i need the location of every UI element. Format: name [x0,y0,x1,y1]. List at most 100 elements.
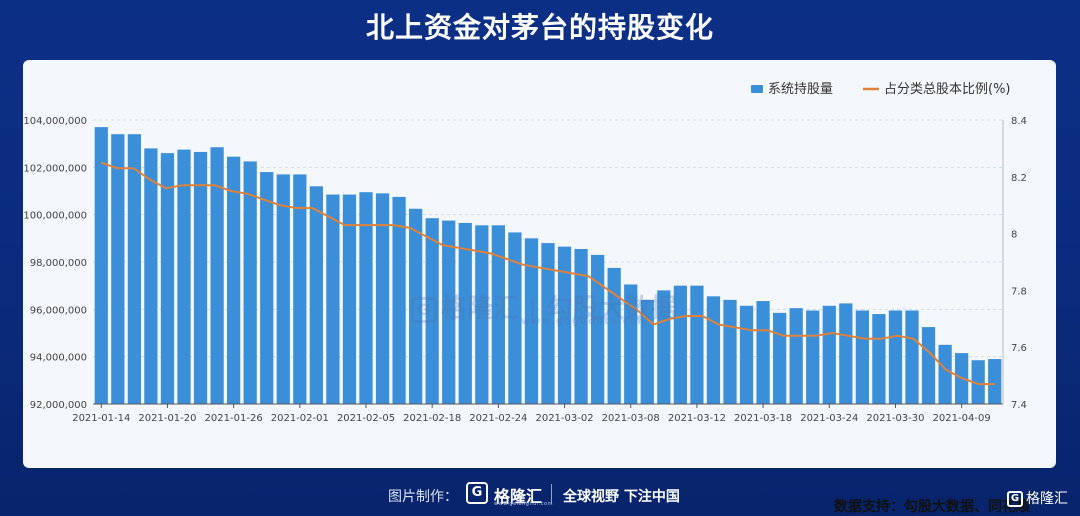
y-left-tick-label: 98,000,000 [30,258,87,269]
x-tick-label: 2021-03-30 [866,413,924,424]
bar [739,305,754,404]
bar [872,314,886,404]
y-left-tick-label: 104,000,000 [23,116,87,127]
y-right-tick-label: 7.4 [1011,400,1027,411]
watermark-url: www.gogudata.com [521,316,649,327]
slogan: 全球视野 下注中国 [563,489,680,505]
legend-bar-label: 系统持股量 [768,82,833,97]
axes: 92,000,000 94,000,000 96,000,000 98,000,000… [23,116,1027,424]
bar [177,149,191,404]
bar [524,238,539,404]
chart: 92,000,000 94,000,000 96,000,000 98,000,000… [23,82,1027,424]
x-tick-label: 2021-03-08 [602,413,660,424]
bar [690,285,704,404]
y-left-tick-label: 92,000,000 [30,400,87,411]
footer-divider [551,484,552,504]
data-source-credit: 数据支持：勾股大数据、同花顺 [834,499,1030,515]
bar [409,208,423,404]
legend-line-label: 占分类总股本比例(%) [884,82,1011,97]
bar [806,310,820,404]
bar [160,153,175,404]
bar [773,312,787,404]
bar [557,246,572,404]
corner-brand: 格隆汇 [1026,491,1068,507]
bar [442,220,456,404]
made-by-label: 图片制作： [388,489,458,505]
bar [491,225,505,404]
bar [293,174,307,404]
bar [458,222,472,404]
bar [971,360,985,404]
line-series-path [100,161,995,386]
bar [888,310,903,404]
bar [425,218,439,404]
bar [541,243,555,404]
x-tick-label: 2021-02-24 [469,413,527,424]
x-tick-label: 2021-01-20 [138,413,196,424]
bar [94,127,108,404]
bar-series [94,127,1002,404]
bar [640,299,654,404]
bar [326,194,340,404]
bar [359,192,373,404]
y-left-tick-label: 100,000,000 [23,211,87,222]
bar [921,327,936,404]
bar [938,344,952,404]
bar [855,310,869,404]
bar [574,248,588,404]
bar [624,284,638,404]
bar [243,161,257,404]
y-left-tick-label: 96,000,000 [30,305,87,316]
chart-panel: 92,000,000 94,000,000 96,000,000 98,000,000… [23,60,1056,515]
bar [822,305,836,404]
bar [756,301,770,404]
bar [508,232,522,404]
bar [144,148,158,404]
watermark-text: 格隆汇 | 勾股大数据 [441,294,677,324]
bar [607,267,621,404]
bar [276,174,290,404]
bar [309,186,323,404]
x-tick-label: 2021-04-09 [933,413,991,424]
x-tick-label: 2021-02-18 [403,413,461,424]
y-left-tick-label: 94,000,000 [30,353,87,364]
bar [127,134,141,404]
legend-bar-swatch [751,85,763,93]
x-tick-label: 2021-01-26 [205,413,263,424]
line-series [100,161,995,386]
bar [227,156,241,404]
corner-logo-icon: G [1007,491,1023,507]
bar [392,196,406,404]
watermark: G 格隆汇 | 勾股大数据 www.gogudata.com [411,288,677,327]
bar [789,308,803,404]
bar [342,194,357,404]
page-title: 北上资金对茅台的持股变化 [365,11,714,44]
x-tick-label: 2021-03-24 [800,413,858,424]
y-right-tick-label: 7.6 [1011,343,1027,354]
watermark-logo-icon: G [411,296,437,323]
bar [988,359,1002,404]
y-right-tick-label: 8 [1011,230,1017,241]
bar [193,151,208,404]
footer: 图片制作： G 格隆汇 www.gelonghui.com 全球视野 下注中国 [0,478,1080,510]
x-tick-label: 2021-02-01 [271,413,329,424]
x-tick-label: 2021-02-05 [337,413,395,424]
bar [673,285,687,404]
bar [111,134,125,404]
x-tick-label: 2021-03-18 [734,413,792,424]
bar [210,147,224,404]
x-tick-label: 2021-03-12 [668,413,726,424]
y-left-tick-label: 102,000,000 [23,163,87,174]
y-right-tick-label: 7.8 [1011,286,1027,297]
brand-name: 格隆汇 [494,487,543,506]
gelonghui-logo-icon: G [466,482,488,504]
brand-url: www.gelonghui.com [494,501,553,507]
bar [475,225,489,404]
bar [260,172,274,404]
bar [375,193,390,404]
bar [905,310,919,404]
x-tick-label: 2021-01-14 [72,413,130,424]
bar [839,303,853,404]
corner-logo: G 格隆汇 [1007,488,1068,508]
y-right-tick-label: 8.4 [1011,116,1027,127]
